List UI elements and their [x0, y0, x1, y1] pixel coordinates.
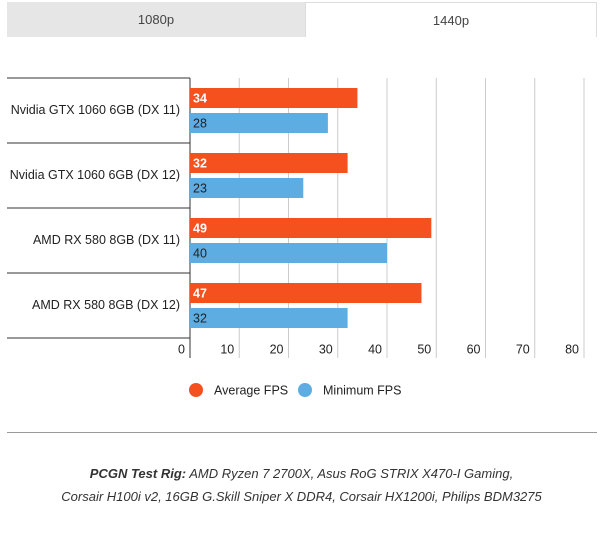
bar: [190, 243, 387, 263]
x-tick-label: 80: [565, 342, 579, 356]
x-tick-label: 40: [368, 342, 382, 356]
bar: [190, 153, 348, 173]
bar: [190, 218, 432, 238]
x-tick-label: 10: [220, 342, 234, 356]
legend-label: Minimum FPS: [323, 383, 401, 397]
x-tick-label: 60: [467, 342, 481, 356]
data-label: 49: [193, 221, 207, 235]
tab-selected[interactable]: 1440p: [305, 2, 597, 37]
data-label: 40: [193, 246, 207, 260]
separator: [7, 432, 597, 433]
footer-line: PCGN Test Rig: AMD Ryzen 7 2700X, Asus R…: [0, 466, 603, 481]
x-tick-label: 20: [270, 342, 284, 356]
tab[interactable]: 1080p: [7, 2, 305, 37]
data-label: 28: [193, 116, 207, 130]
footer-text: AMD Ryzen 7 2700X, Asus RoG STRIX X470-I…: [189, 466, 514, 481]
y-tick-label: AMD RX 580 8GB (DX 11): [33, 233, 180, 247]
y-tick-label: AMD RX 580 8GB (DX 12): [32, 298, 180, 312]
x-tick-label: 70: [516, 342, 530, 356]
data-label: 47: [193, 286, 207, 300]
data-label: 23: [193, 181, 207, 195]
x-tick-label: 50: [417, 342, 431, 356]
footer-label: PCGN Test Rig:: [89, 466, 187, 481]
footer-text: Corsair H100i v2, 16GB G.Skill Sniper X …: [61, 489, 542, 504]
legend-label: Average FPS: [214, 383, 288, 397]
y-tick-label: Nvidia GTX 1060 6GB (DX 11): [11, 103, 180, 117]
data-label: 32: [193, 311, 207, 325]
data-label: 34: [193, 91, 207, 105]
x-tick-label: 0: [178, 342, 185, 356]
bar: [190, 178, 304, 198]
bar: [190, 113, 328, 133]
data-label: 32: [193, 156, 207, 170]
bar: [190, 88, 358, 108]
legend-marker: [298, 383, 312, 397]
chart: 0 10 20 30 40 50 60 70 80 Nvidia GTX 1060 6GB (DX…: [7, 77, 585, 397]
bar: [190, 308, 348, 328]
bar: [190, 283, 422, 303]
legend-marker: [189, 383, 203, 397]
x-tick-label: 30: [319, 342, 333, 356]
y-tick-label: Nvidia GTX 1060 6GB (DX 12): [10, 168, 180, 182]
